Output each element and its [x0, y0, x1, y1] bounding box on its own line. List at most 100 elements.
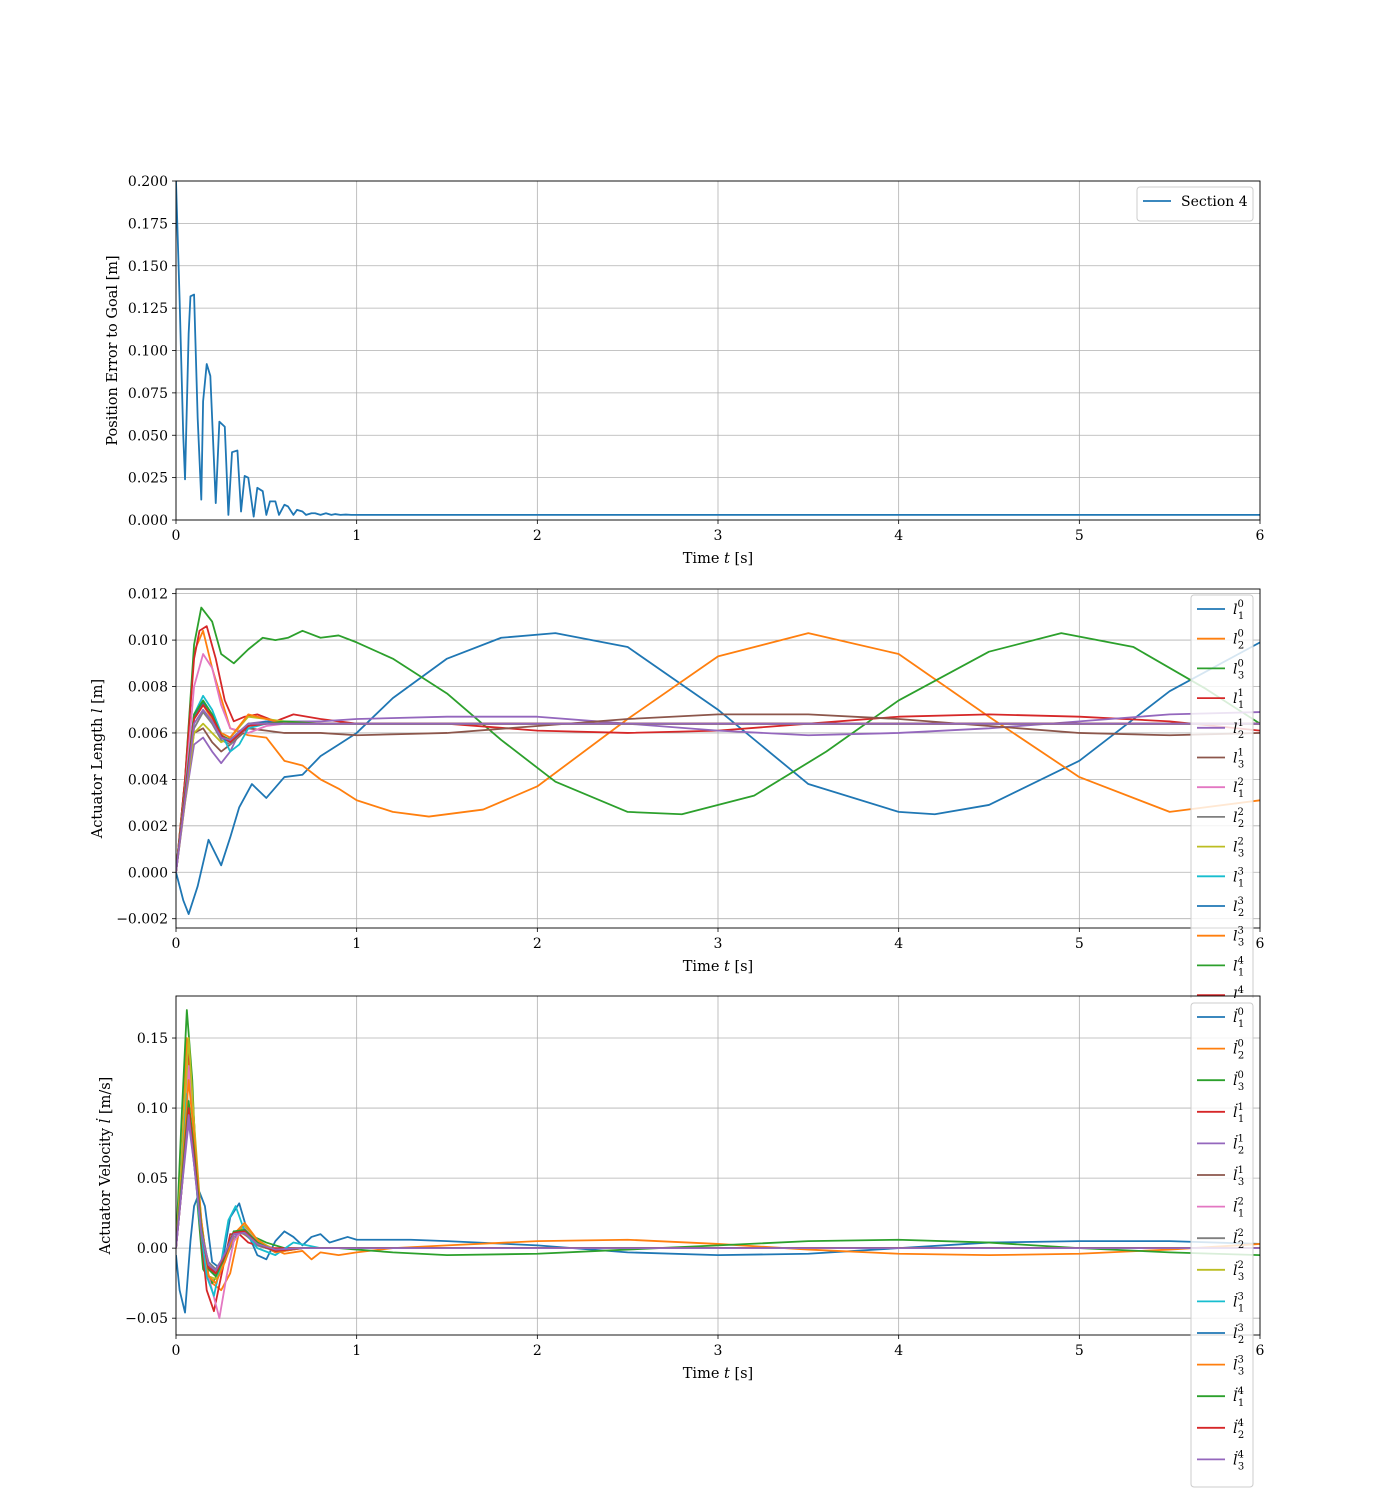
series-line-1 [176, 632, 1260, 915]
legend-box [1190, 1002, 1254, 1488]
x-tick-label: 6 [1256, 528, 1265, 544]
chart-panel-1: 0 1 2 3 4 5 6 0.000 0.025 0.050 0.075 0.100 0.125 0.1… [105, 174, 1265, 567]
legend-label-sup: 2 [1237, 837, 1243, 848]
legend-label-base: l̇ [1233, 1198, 1238, 1216]
series-line-1 [176, 181, 1260, 518]
y-tick-label: 0.200 [128, 174, 168, 190]
legend-label-sub: 3 [1238, 938, 1244, 949]
legend-label: l̇0 3 [1233, 1070, 1244, 1093]
series-line-15 [176, 1114, 1260, 1272]
legend-label-sup: 2 [1237, 1197, 1243, 1208]
legend-label-base: l [1233, 840, 1237, 856]
x-tick-label: 1 [352, 528, 361, 544]
legend-label-base: l [1233, 780, 1237, 796]
legend-label-sub: 1 [1238, 1398, 1244, 1409]
legend-label-base: l̇ [1233, 1261, 1238, 1279]
y-axis-label-part: [m] [90, 679, 106, 709]
legend-label: l̇0 1 [1233, 1007, 1244, 1030]
legend-label-sub: 3 [1238, 1367, 1244, 1378]
y-tick-label: 0.125 [128, 301, 168, 317]
y-axis-label-part: Actuator Velocity [98, 1123, 114, 1255]
y-tick-label: 0.002 [128, 819, 168, 835]
x-axis-label-part: t [724, 959, 730, 975]
y-axis-label-part: Actuator Length [90, 713, 106, 839]
legend-label-sub: 2 [1238, 1145, 1244, 1156]
legend-label-sub: 1 [1238, 1303, 1244, 1314]
legend-label: l1 2 [1233, 718, 1244, 741]
legend-label-sup: 3 [1237, 1355, 1243, 1366]
legend-label-sup: 4 [1237, 985, 1243, 996]
legend-label: l1 3 [1233, 748, 1244, 771]
axes-frame [175, 995, 1261, 1336]
legend-label-sub: 1 [1238, 611, 1244, 622]
legend-label-base: l̇ [1233, 1419, 1238, 1437]
series-line-15 [176, 708, 1260, 873]
legend-label: l̇2 1 [1233, 1197, 1244, 1220]
x-tick-label: 4 [894, 936, 903, 952]
y-tick-label: 0.004 [128, 772, 168, 788]
x-tick-label: 3 [714, 1343, 723, 1359]
legend-label-sup: 3 [1237, 866, 1243, 877]
legend-label-sub: 3 [1238, 1177, 1244, 1188]
legend-label-sub: 3 [1238, 670, 1244, 681]
x-tick-label: 0 [172, 936, 181, 952]
axes-frame [175, 180, 1261, 521]
legend-box [1190, 594, 1254, 998]
legend-label: l0 1 [1233, 599, 1244, 622]
x-tick-label: 1 [352, 936, 361, 952]
legend-label-sup: 1 [1237, 1102, 1243, 1113]
legend-label-sup: 1 [1237, 1165, 1243, 1176]
legend-label-sup: 0 [1237, 1070, 1243, 1081]
legend-label-sub: 2 [1238, 1430, 1244, 1441]
legend-label-base: l̇ [1233, 1324, 1238, 1342]
legend-label: l2 2 [1233, 807, 1244, 830]
legend-label: l̇4 3 [1233, 1449, 1244, 1472]
x-axis-label-part: [s] [730, 1366, 753, 1382]
legend-label-base: l̇ [1233, 1008, 1238, 1026]
legend-label-sup: 2 [1237, 807, 1243, 818]
y-axis-label: Actuator Velocity l̇ [m/s] [96, 1077, 114, 1256]
legend-label-sub: 1 [1238, 700, 1244, 711]
legend-label: Section 4 [1181, 194, 1248, 210]
legend-label-sub: 3 [1238, 849, 1244, 860]
x-axis-label-part: Time [683, 1366, 724, 1382]
legend-label-sup: 0 [1237, 658, 1243, 669]
x-axis-label-part: [s] [730, 959, 753, 975]
x-tick-label: 2 [533, 936, 542, 952]
y-axis-label-part: l [90, 708, 106, 713]
legend-label: l3 2 [1233, 896, 1244, 919]
legend-label-base: l̇ [1233, 1356, 1238, 1374]
legend-label-sup: 1 [1237, 718, 1243, 729]
chart-panel-2: 0 1 2 3 4 5 6−0.0020.0000.0020.0040.0060.0080.… [90, 587, 1265, 975]
legend-label-sup: 0 [1237, 629, 1243, 640]
series-group [176, 606, 1260, 915]
x-tick-label: 5 [1075, 936, 1084, 952]
series-line-6 [176, 713, 1260, 873]
y-tick-label: 0.000 [128, 865, 168, 881]
legend-label-sup: 2 [1237, 777, 1243, 788]
legend-label-sub: 1 [1238, 878, 1244, 889]
y-tick-label: 0.000 [128, 513, 168, 529]
legend-label-sup: 4 [1237, 1386, 1243, 1397]
legend-1: Section 4 [1136, 186, 1254, 222]
y-axis-label: Actuator Length l [m] [90, 679, 106, 839]
legend-label: l2 3 [1233, 837, 1244, 860]
x-axis-label-part: Time [683, 551, 724, 567]
y-tick-label: 0.175 [128, 216, 168, 232]
x-tick-label: 6 [1256, 1343, 1265, 1359]
legend-label-sup: 1 [1237, 688, 1243, 699]
legend-2: l0 1l0 2l0 3l1 1l1 2l1 3l2 1l2 2l2 3l3 1l3 2l3 3l4 1l… [1190, 594, 1254, 998]
legend-label-base: l̇ [1233, 1166, 1238, 1184]
legend-label-sub: 1 [1238, 967, 1244, 978]
x-axis-label-part: t [724, 1366, 730, 1382]
legend-label: l3 3 [1233, 926, 1244, 949]
legend-label: l0 2 [1233, 629, 1244, 652]
legend-label-sup: 4 [1237, 1449, 1243, 1460]
y-tick-label: 0.15 [137, 1031, 168, 1047]
legend-label-base: l̇ [1233, 1292, 1238, 1310]
y-tick-label: 0.025 [128, 471, 168, 487]
series-group [176, 181, 1260, 518]
y-tick-label: −0.002 [116, 912, 168, 928]
